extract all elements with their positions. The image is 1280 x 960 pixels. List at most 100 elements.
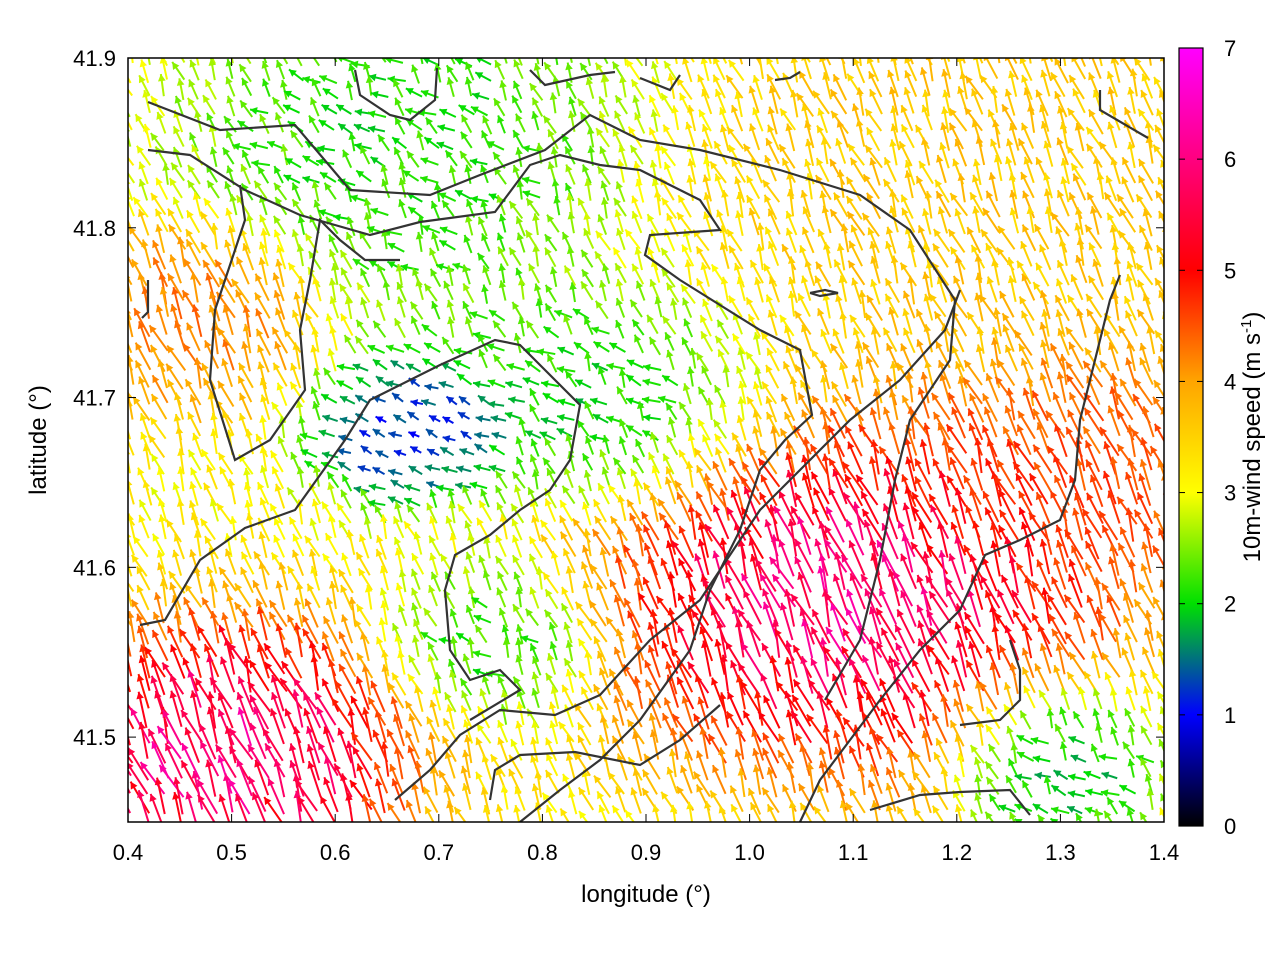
wind-arrow-head bbox=[372, 429, 381, 437]
wind-arrow-head bbox=[529, 83, 538, 92]
wind-arrow-head bbox=[1137, 309, 1145, 318]
wind-arrow-head bbox=[153, 592, 162, 601]
wind-arrow-head bbox=[782, 244, 789, 253]
wind-arrow-head bbox=[118, 569, 125, 577]
wind-arrow-head bbox=[1032, 613, 1039, 622]
wind-arrow-head bbox=[533, 63, 542, 71]
wind-arrow-head bbox=[446, 396, 455, 404]
wind-arrow-head bbox=[717, 319, 725, 328]
wind-arrow-head bbox=[1129, 68, 1138, 77]
wind-arrow-head bbox=[787, 518, 796, 527]
wind-arrow-head bbox=[988, 172, 997, 181]
wind-arrow-head bbox=[1034, 462, 1042, 471]
wind-arrow-head bbox=[994, 612, 1003, 621]
wind-arrow-head bbox=[140, 431, 148, 440]
wind-arrow-head bbox=[888, 39, 895, 47]
wind-arrow-head bbox=[415, 278, 423, 287]
wind-arrow-head bbox=[785, 211, 793, 219]
wind-arrow-head bbox=[1072, 88, 1080, 97]
wind-arrow-head bbox=[398, 162, 406, 170]
wind-arrow-head bbox=[218, 624, 226, 633]
wind-arrow-head bbox=[422, 58, 431, 65]
wind-arrow-head bbox=[513, 59, 521, 68]
wind-arrow-head bbox=[770, 426, 778, 434]
wind-arrow-head bbox=[550, 146, 559, 155]
wind-arrow-head bbox=[544, 234, 553, 243]
wind-arrow-head bbox=[156, 44, 163, 52]
wind-arrow-head bbox=[785, 228, 794, 236]
wind-arrow-head bbox=[396, 296, 405, 305]
wind-arrow-head bbox=[998, 226, 1006, 235]
wind-arrow-head bbox=[565, 566, 574, 574]
wind-arrow-head bbox=[1019, 343, 1026, 352]
wind-arrow-head bbox=[957, 376, 966, 385]
wind-arrow-head bbox=[310, 344, 318, 353]
wind-arrow-head bbox=[128, 480, 133, 486]
wind-arrow-head bbox=[329, 249, 337, 258]
wind-arrow-head bbox=[556, 365, 565, 374]
wind-arrow-head bbox=[1018, 410, 1026, 419]
wind-arrow-head bbox=[201, 449, 209, 458]
wind-arrow-head bbox=[959, 71, 967, 80]
wind-arrow-head bbox=[881, 554, 889, 563]
wind-arrow-head bbox=[1004, 58, 1012, 62]
wind-arrow-head bbox=[575, 601, 583, 610]
wind-arrow-head bbox=[982, 491, 990, 500]
wind-arrow-head bbox=[830, 603, 838, 612]
wind-arrow-head bbox=[800, 324, 809, 333]
wind-arrow-head bbox=[852, 501, 861, 510]
wind-arrow-head bbox=[715, 447, 723, 456]
wind-arrow-head bbox=[617, 494, 626, 503]
wind-arrow-head bbox=[404, 484, 412, 492]
wind-arrow-head bbox=[1020, 521, 1029, 530]
wind-arrow-head bbox=[479, 500, 487, 509]
wind-arrow-head bbox=[1086, 127, 1094, 136]
wind-arrow-head bbox=[117, 259, 124, 267]
wind-arrow-head bbox=[477, 517, 484, 526]
wind-arrow-head bbox=[1006, 257, 1015, 266]
wind-arrow-head bbox=[799, 608, 807, 617]
wind-arrow-shaft bbox=[739, 58, 744, 65]
wind-arrow-head bbox=[1138, 582, 1146, 591]
wind-arrow-head bbox=[203, 95, 210, 104]
wind-arrow-head bbox=[204, 340, 212, 349]
wind-arrow-head bbox=[529, 536, 537, 545]
wind-arrow-head bbox=[446, 265, 454, 274]
wind-arrow-head bbox=[513, 46, 520, 54]
wind-arrow-head bbox=[1089, 206, 1098, 214]
wind-arrow-head bbox=[142, 123, 151, 132]
wind-arrow-head bbox=[741, 573, 749, 582]
wind-arrow-head bbox=[949, 122, 957, 131]
wind-arrow-head bbox=[506, 362, 515, 371]
wind-arrow-head bbox=[1018, 507, 1026, 516]
wind-arrow-head bbox=[465, 551, 473, 560]
wind-arrow-head bbox=[136, 625, 145, 634]
wind-arrow-shaft bbox=[517, 58, 523, 66]
wind-arrow-head bbox=[429, 489, 437, 498]
wind-arrow-head bbox=[393, 414, 402, 422]
wind-arrow-head bbox=[1117, 496, 1125, 505]
wind-arrow-head bbox=[535, 566, 544, 575]
wind-arrow-head bbox=[173, 414, 182, 422]
wind-arrow-head bbox=[785, 345, 793, 354]
wind-arrow-head bbox=[445, 150, 453, 159]
wind-arrow-head bbox=[416, 45, 424, 53]
wind-arrow-head bbox=[256, 606, 265, 615]
wind-arrow-head bbox=[239, 45, 246, 53]
wind-arrow-head bbox=[719, 400, 727, 408]
wind-arrow-head bbox=[930, 504, 938, 513]
wind-arrow-head bbox=[465, 62, 473, 70]
wind-arrow-head bbox=[601, 263, 610, 272]
wind-arrow-head bbox=[1036, 422, 1044, 431]
wind-arrow-head bbox=[599, 146, 607, 155]
wind-arrow-head bbox=[311, 498, 320, 507]
wind-arrow-head bbox=[525, 230, 533, 239]
wind-arrow-head bbox=[1023, 156, 1031, 165]
wind-arrow-head bbox=[971, 38, 978, 46]
wind-arrow-head bbox=[1049, 614, 1057, 623]
wind-arrow-head bbox=[1117, 444, 1125, 453]
wind-arrow-head bbox=[297, 276, 306, 284]
wind-arrow-head bbox=[1099, 141, 1107, 150]
wind-arrow-head bbox=[784, 412, 792, 421]
wind-arrow-head bbox=[595, 230, 604, 239]
